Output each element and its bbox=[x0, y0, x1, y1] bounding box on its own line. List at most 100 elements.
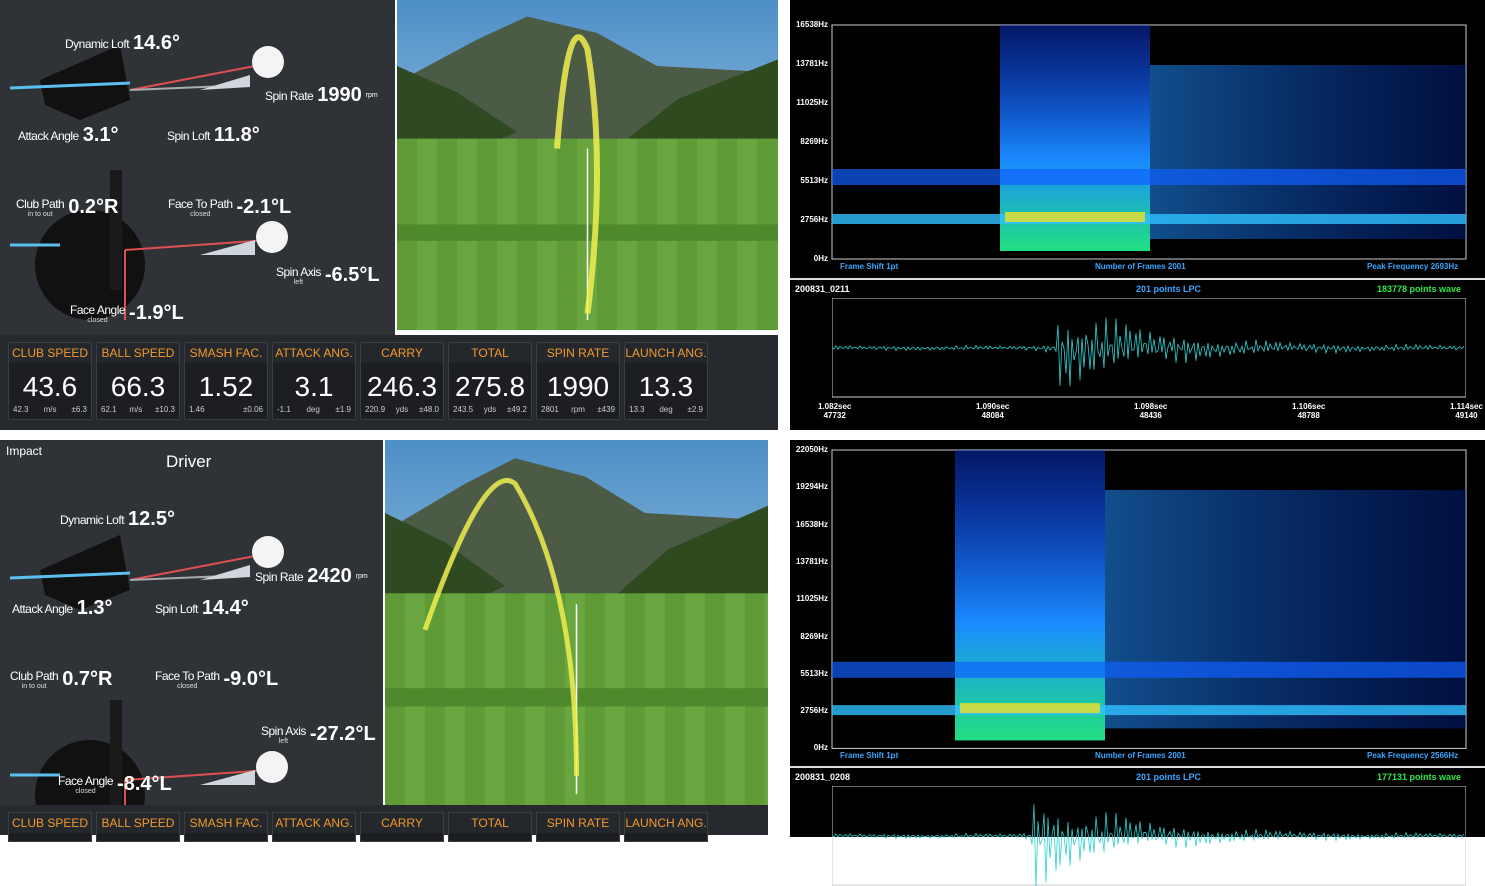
impact-metric: Face Angle closed -8.4°L bbox=[58, 773, 172, 796]
stat-min: 1.46 bbox=[189, 405, 205, 414]
impact-metric: Spin Rate 2420 rpm bbox=[255, 565, 368, 588]
stat-min: 2801 bbox=[541, 405, 559, 414]
metric-label: Face Angle bbox=[70, 303, 126, 317]
metric-label: Spin Rate bbox=[255, 569, 304, 584]
impact-metric: Spin Axis left -27.2°L bbox=[261, 723, 376, 746]
stat-min: 62.1 bbox=[101, 405, 117, 414]
stat-box: TOTAL bbox=[448, 812, 532, 842]
impact-metric: Spin Loft 14.4° bbox=[155, 597, 249, 620]
club-name: Driver bbox=[166, 452, 212, 471]
stat-label: SPIN RATE bbox=[537, 813, 619, 833]
metric-label: Face To Path bbox=[155, 669, 220, 683]
stat-label: TOTAL bbox=[449, 343, 531, 363]
stat-min: 42.3 bbox=[13, 405, 29, 414]
stat-footer: 243.5 yds ±49.2 bbox=[449, 403, 531, 416]
y-tick-label: 16538Hz bbox=[795, 20, 828, 29]
metric-sublabel: left bbox=[278, 738, 289, 745]
metric-sublabel: left bbox=[293, 279, 304, 286]
stat-footer: -1.1 deg ±1.9 bbox=[273, 403, 355, 416]
metric-value: 2420 bbox=[307, 565, 352, 587]
stat-box: BALL SPEED 66.3 62.1 m/s ±10.3 bbox=[96, 342, 180, 420]
stat-label: CLUB SPEED bbox=[9, 343, 91, 363]
stat-footer: 13.3 deg ±2.9 bbox=[625, 403, 707, 416]
wave-id: 200831_0211 bbox=[795, 284, 850, 294]
x-tick-sample: 47732 bbox=[823, 411, 846, 420]
y-tick-label: 8269Hz bbox=[800, 137, 828, 146]
y-tick-label: 16538Hz bbox=[795, 519, 828, 529]
metric-label-group: Spin Loft bbox=[167, 129, 210, 143]
metric-label: Spin Loft bbox=[155, 601, 198, 616]
x-tick-sample: 48084 bbox=[981, 411, 1004, 420]
impact-metric: Attack Angle 1.3° bbox=[12, 597, 113, 620]
metric-label-group: Spin Axis left bbox=[276, 265, 321, 286]
impact-metric: Club Path in to out 0.7°R bbox=[10, 668, 112, 691]
wave-points: 177131 points wave bbox=[1376, 772, 1461, 782]
x-tick-time: 1.082sec bbox=[818, 402, 852, 411]
stat-label: ATTACK ANG. bbox=[273, 813, 355, 833]
metric-label-group: Attack Angle bbox=[18, 129, 79, 143]
x-tick: 1.082sec 47732 bbox=[818, 402, 851, 420]
y-tick-label: 13781Hz bbox=[795, 59, 828, 68]
metric-label-group: Spin Loft bbox=[155, 602, 198, 616]
stat-value: 1.52 bbox=[198, 371, 254, 402]
stat-box: SMASH FAC. bbox=[184, 812, 268, 842]
stat-value: 246.3 bbox=[366, 371, 438, 402]
stat-box: SPIN RATE bbox=[536, 812, 620, 842]
y-tick-label: 11025Hz bbox=[796, 98, 828, 107]
stat-range: ±49.2 bbox=[507, 405, 527, 414]
metric-label-group: Club Path in to out bbox=[10, 669, 59, 690]
impact-metric: Dynamic Loft 14.6° bbox=[65, 32, 180, 55]
metric-label-group: Face To Path closed bbox=[168, 197, 233, 218]
stat-footer: 2801 rpm ±439 bbox=[537, 403, 619, 416]
impact-metric: Club Path in to out 0.2°R bbox=[16, 196, 118, 219]
stat-value: 13.3 bbox=[638, 371, 694, 402]
metric-value: 14.4° bbox=[201, 597, 249, 619]
stat-unit: rpm bbox=[571, 405, 585, 414]
metric-label: Club Path bbox=[16, 197, 65, 211]
stat-label: BALL SPEED bbox=[97, 813, 179, 833]
stat-label: CARRY bbox=[361, 343, 443, 363]
stat-range: ±6.3 bbox=[71, 405, 87, 414]
stat-min: 243.5 bbox=[453, 405, 474, 414]
impact-metric: Face Angle closed -1.9°L bbox=[70, 302, 184, 325]
metric-label-group: Dynamic Loft bbox=[60, 512, 125, 527]
x-tick-sample: 49140 bbox=[1455, 411, 1478, 420]
impact-metric: Face To Path closed -9.0°L bbox=[155, 668, 278, 691]
wave-lpc: 201 points LPC bbox=[1136, 284, 1202, 294]
metric-label: Spin Rate bbox=[265, 88, 314, 103]
stat-value: 1990 bbox=[546, 371, 610, 402]
stat-range: ±10.3 bbox=[155, 405, 175, 414]
metric-value: 14.6° bbox=[133, 32, 180, 54]
metric-label-group: Face Angle closed bbox=[58, 774, 114, 795]
x-tick: 1.090sec 48084 bbox=[976, 402, 1009, 420]
x-tick-time: 1.106sec bbox=[1292, 402, 1326, 411]
metric-value: 0.2°R bbox=[68, 196, 119, 218]
club-graphic bbox=[9, 535, 288, 808]
metric-label: Dynamic Loft bbox=[60, 512, 125, 527]
stat-box: SMASH FAC. 1.52 1.46 ±0.06 bbox=[184, 342, 268, 420]
impact-panel: Dynamic Loft 12.5° Spin Rate 2420 rpm Attack … bbox=[0, 440, 383, 808]
impact-metric: Spin Loft 11.8° bbox=[167, 124, 260, 147]
y-tick-label: 11025Hz bbox=[796, 594, 828, 604]
stat-box: LAUNCH ANG. bbox=[624, 812, 708, 842]
stat-unit: deg bbox=[306, 405, 320, 414]
stat-unit: m/s bbox=[43, 405, 57, 414]
stat-footer: 62.1 m/s ±10.3 bbox=[97, 403, 179, 416]
spectrogram-panel: 16538Hz 13781Hz 11025Hz 8269Hz 5513Hz 2756Hz 0… bbox=[790, 0, 1485, 278]
spectrogram-footer: Frame Shift 1pt bbox=[840, 262, 899, 271]
stat-range: ±0.06 bbox=[243, 405, 263, 414]
spectrogram-footer: Peak Frequency 2566Hz bbox=[1367, 751, 1459, 761]
y-tick-label: 2756Hz bbox=[800, 215, 828, 224]
metric-value: -8.4°L bbox=[117, 773, 172, 795]
y-tick-label: 22050Hz bbox=[795, 445, 828, 454]
wave-lpc: 201 points LPC bbox=[1136, 772, 1202, 782]
metric-sublabel: closed bbox=[190, 211, 211, 218]
spectrogram-footer: Peak Frequency 2693Hz bbox=[1367, 262, 1459, 271]
wave-id: 200831_0208 bbox=[795, 772, 851, 782]
y-tick-label: 5513Hz bbox=[800, 176, 828, 185]
metric-sublabel: closed bbox=[87, 317, 108, 324]
metric-label: Face Angle bbox=[58, 774, 114, 788]
stat-label: CARRY bbox=[361, 813, 443, 833]
impact-metric: Dynamic Loft 12.5° bbox=[60, 508, 175, 531]
